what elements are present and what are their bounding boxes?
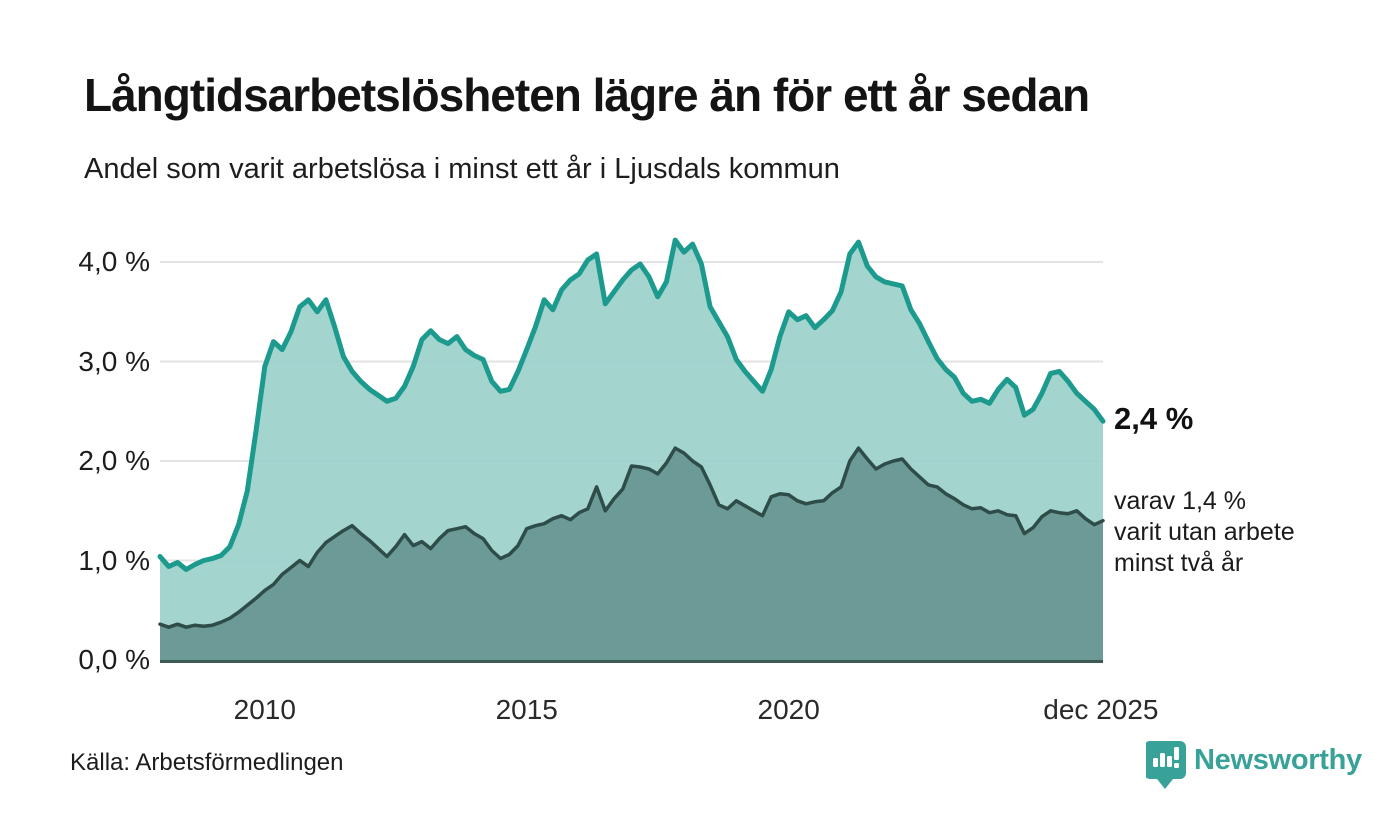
y-tick-label: 2,0 % — [78, 445, 150, 476]
page-title: Långtidsarbetslösheten lägre än för ett … — [84, 69, 1090, 121]
trend-line-two-years — [158, 446, 1105, 629]
secondary-value-label: varav 1,4 % varit utan arbete minst två … — [1114, 486, 1295, 579]
brand-name: Newsworthy — [1194, 744, 1362, 776]
source-credit: Källa: Arbetsförmedlingen — [70, 749, 344, 776]
brand-logo: Newsworthy — [1146, 740, 1362, 794]
y-tick-label: 3,0 % — [78, 345, 150, 377]
x-tick-label: 2020 — [757, 694, 820, 725]
x-tick-label: 2015 — [495, 694, 558, 725]
secondary-label-line-2: varit utan arbete — [1114, 518, 1295, 546]
chart-subtitle: Andel som varit arbetslösa i minst ett å… — [84, 153, 840, 185]
trend-line-one-year — [157, 237, 1106, 572]
latest-value-label: 2,4 % — [1114, 401, 1194, 436]
secondary-label-line-3: minst två år — [1114, 549, 1244, 577]
newsworthy-pin-icon — [1146, 741, 1186, 789]
y-tick-label: 0,0 % — [78, 644, 150, 675]
secondary-label-line-1: varav 1,4 % — [1114, 487, 1247, 515]
y-tick-label: 4,0 % — [78, 246, 150, 277]
x-tick-label: dec 2025 — [1043, 694, 1159, 725]
area-fill-two-years — [160, 448, 1103, 660]
y-tick-label: 1,0 % — [78, 544, 150, 576]
x-tick-label: 2010 — [233, 694, 296, 725]
